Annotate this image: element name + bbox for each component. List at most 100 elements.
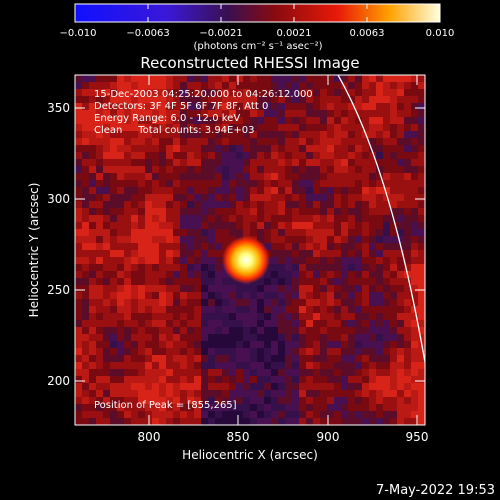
image-pixel: [152, 110, 160, 118]
image-pixel: [320, 187, 328, 195]
image-pixel: [327, 236, 335, 244]
image-pixel: [250, 173, 258, 181]
image-pixel: [187, 229, 195, 237]
image-pixel: [103, 411, 111, 419]
image-pixel: [271, 264, 279, 272]
image-pixel: [313, 257, 321, 265]
image-pixel: [89, 103, 97, 111]
image-pixel: [194, 285, 202, 293]
image-pixel: [110, 320, 118, 328]
image-pixel: [348, 124, 356, 132]
image-pixel: [117, 145, 125, 153]
image-pixel: [250, 348, 258, 356]
image-pixel: [271, 131, 279, 139]
image-pixel: [117, 208, 125, 216]
image-pixel: [89, 348, 97, 356]
image-pixel: [369, 313, 377, 321]
image-pixel: [334, 348, 342, 356]
image-pixel: [320, 110, 328, 118]
image-pixel: [271, 313, 279, 321]
colorbar-units: (photons cm⁻² s⁻¹ asec⁻²): [193, 41, 322, 52]
image-pixel: [173, 320, 181, 328]
image-pixel: [215, 411, 223, 419]
image-pixel: [334, 376, 342, 384]
image-pixel: [369, 131, 377, 139]
image-pixel: [397, 369, 405, 377]
image-pixel: [397, 313, 405, 321]
image-pixel: [75, 152, 83, 160]
image-pixel: [110, 89, 118, 97]
y-tick-label: 250: [47, 283, 70, 297]
image-pixel: [404, 75, 412, 83]
image-pixel: [390, 201, 398, 209]
image-pixel: [285, 411, 293, 419]
image-pixel: [145, 208, 153, 216]
image-pixel: [145, 236, 153, 244]
image-pixel: [110, 306, 118, 314]
image-pixel: [173, 138, 181, 146]
image-pixel: [229, 152, 237, 160]
image-pixel: [278, 222, 286, 230]
image-pixel: [264, 131, 272, 139]
image-pixel: [334, 320, 342, 328]
image-pixel: [313, 285, 321, 293]
image-pixel: [418, 292, 425, 300]
image-pixel: [320, 348, 328, 356]
image-pixel: [292, 110, 300, 118]
image-pixel: [327, 194, 335, 202]
image-pixel: [299, 145, 307, 153]
image-pixel: [320, 180, 328, 188]
image-pixel: [299, 418, 307, 425]
image-pixel: [320, 313, 328, 321]
image-pixel: [243, 404, 251, 412]
image-pixel: [117, 187, 125, 195]
image-pixel: [278, 173, 286, 181]
image-pixel: [369, 187, 377, 195]
image-pixel: [320, 411, 328, 419]
image-pixel: [348, 138, 356, 146]
image-pixel: [390, 173, 398, 181]
image-pixel: [89, 397, 97, 405]
image-pixel: [117, 131, 125, 139]
info-detectors: Detectors: 3F 4F 5F 6F 7F 8F, Att 0: [94, 101, 268, 112]
image-pixel: [180, 271, 188, 279]
image-pixel: [89, 334, 97, 342]
image-pixel: [124, 257, 132, 265]
image-pixel: [75, 376, 83, 384]
image-pixel: [131, 96, 139, 104]
image-pixel: [194, 376, 202, 384]
image-pixel: [320, 306, 328, 314]
image-pixel: [404, 418, 412, 425]
image-pixel: [327, 180, 335, 188]
image-pixel: [292, 166, 300, 174]
info-clean: Clean Total counts: 3.94E+03: [94, 125, 254, 136]
image-pixel: [334, 257, 342, 265]
image-pixel: [397, 271, 405, 279]
image-pixel: [208, 110, 216, 118]
image-pixel: [299, 159, 307, 167]
image-pixel: [285, 418, 293, 425]
image-pixel: [173, 299, 181, 307]
image-pixel: [187, 271, 195, 279]
image-pixel: [201, 299, 209, 307]
image-pixel: [236, 390, 244, 398]
image-pixel: [138, 341, 146, 349]
image-pixel: [264, 334, 272, 342]
image-pixel: [397, 166, 405, 174]
image-pixel: [411, 222, 419, 230]
image-pixel: [383, 306, 391, 314]
image-pixel: [306, 124, 314, 132]
image-pixel: [117, 159, 125, 167]
image-pixel: [397, 159, 405, 167]
image-pixel: [229, 166, 237, 174]
image-pixel: [173, 180, 181, 188]
image-pixel: [264, 229, 272, 237]
image-pixel: [208, 103, 216, 111]
image-pixel: [124, 89, 132, 97]
image-pixel: [411, 292, 419, 300]
image-pixel: [327, 383, 335, 391]
plot-title: Reconstructed RHESSI Image: [140, 54, 359, 72]
image-pixel: [250, 418, 258, 425]
image-pixel: [313, 166, 321, 174]
image-pixel: [166, 404, 174, 412]
